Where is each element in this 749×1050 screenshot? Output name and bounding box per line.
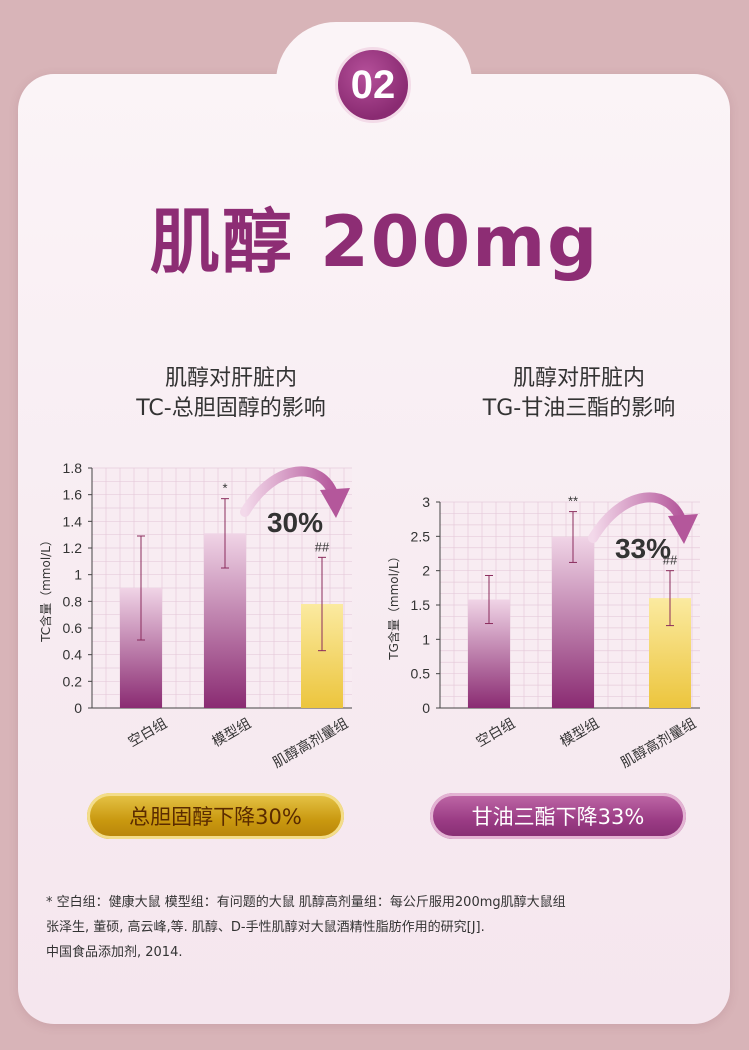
significance-mark: ** [568,494,578,509]
chart-title-tg: 肌醇对肝脏内 TG-甘油三酯的影响 [419,364,739,424]
significance-mark: ## [315,539,330,554]
y-tick-label: 0.4 [63,647,83,663]
category-label: 肌醇高剂量组 [270,715,351,772]
chart-title-tc: 肌醇对肝脏内 TC-总胆固醇的影响 [71,364,391,424]
tc-bar-chart: 0 0.2 0.4 0.6 0.8 1 1.2 1.4 1.6 1.8 TC含量（mmol/L） 空白… [38,460,352,772]
chart-title-tc-line2: TC-总胆固醇的影响 [136,396,326,421]
y-tick-label: 3 [422,494,430,510]
category-label: 模型组 [210,716,254,751]
y-tick-label: 1.6 [63,487,83,503]
footnote: * 空白组：健康大鼠 模型组：有问题的大鼠 肌醇高剂量组：每公斤服用200mg肌… [46,890,686,965]
y-tick-label: 0.6 [63,620,83,636]
decrease-arrowhead [320,488,350,518]
decrease-arrow [588,492,687,543]
y-tick-label: 1.4 [63,513,83,529]
y-axis-label: TG含量（mmol/L） [386,550,401,660]
y-tick-label: 2 [422,563,430,579]
y-tick-label: 2.5 [411,528,431,544]
tg-bar-chart: 0 0.5 1 1.5 2 2.5 3 TG含量（mmol/L） 空白组 ** 模型组 ## 肌醇高剂量… [386,492,700,772]
tg-result-pill: 甘油三酯下降33% [430,793,686,839]
page-title: 肌醇 200mg [149,201,600,283]
category-label: 空白组 [126,716,170,751]
chart-title-tg-line1: 肌醇对肝脏内 [512,366,645,391]
y-axis-label: TC含量（mmol/L） [38,534,53,643]
significance-mark: ## [663,553,678,568]
y-tick-label: 1.2 [63,540,83,556]
percent-label: 30% [267,507,323,538]
y-tick-label: 0 [422,700,430,716]
footnote-line3: 中国食品添加剂, 2014. [46,945,183,960]
footnote-line2: 张泽生, 董硕, 高云峰,等. 肌醇、D-手性肌醇对大鼠酒精性脂肪作用的研究[J… [46,920,485,935]
bar [552,537,594,708]
percent-label: 33% [615,533,671,564]
significance-mark: * [222,481,227,496]
category-label: 模型组 [558,716,602,751]
decrease-arrow [240,466,339,517]
chart-title-tg-line2: TG-甘油三酯的影响 [482,396,676,421]
section-number-badge: 02 [335,47,411,123]
chart-title-tc-line1: 肌醇对肝脏内 [164,366,297,391]
decrease-arrowhead [668,514,698,544]
y-tick-label: 1 [422,631,430,647]
y-tick-label: 0 [74,700,82,716]
y-tick-label: 0.5 [411,666,431,682]
y-tick-label: 0.8 [63,593,83,609]
tc-result-pill: 总胆固醇下降30% [87,793,344,839]
category-label: 空白组 [474,716,518,751]
category-label: 肌醇高剂量组 [618,715,699,772]
footnote-line1: * 空白组：健康大鼠 模型组：有问题的大鼠 肌醇高剂量组：每公斤服用200mg肌… [46,895,566,910]
y-tick-label: 1.8 [63,460,83,476]
y-tick-label: 0.2 [63,673,83,689]
y-tick-label: 1.5 [411,597,431,613]
y-tick-label: 1 [74,567,82,583]
